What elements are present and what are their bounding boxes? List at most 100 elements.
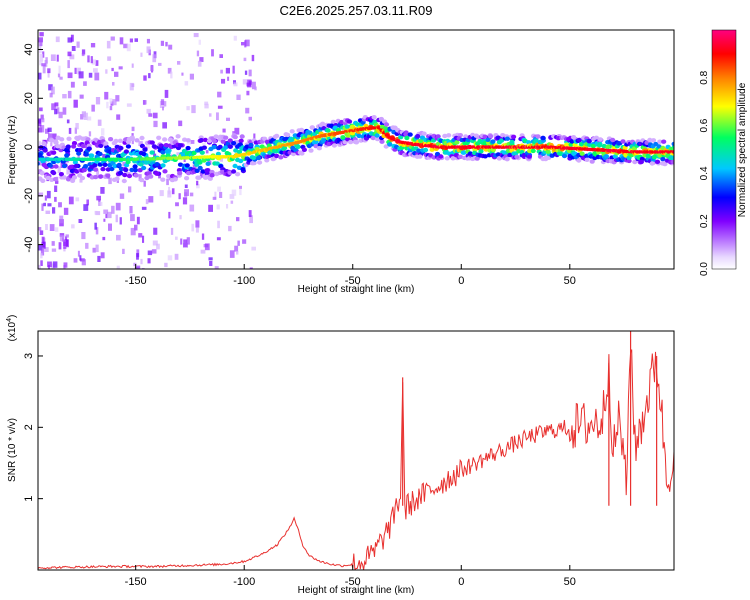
spectrogram-band-cell	[482, 134, 488, 139]
spectrogram-noise-cell	[164, 89, 169, 98]
spectrogram-noise-cell	[77, 154, 80, 160]
spectrogram-noise-cell	[219, 54, 223, 58]
spectrogram-band-cell	[654, 159, 661, 164]
spectrogram-band-cell	[474, 156, 480, 161]
spectrogram-band-cell	[76, 151, 82, 156]
spectrogram-noise-cell	[231, 189, 237, 196]
spectrogram-noise-cell	[171, 188, 175, 195]
spectrogram-noise-cell	[234, 140, 240, 145]
spectrogram-band-cell	[191, 150, 197, 156]
spectrogram-noise-cell	[248, 116, 252, 121]
spectrogram-band-cell	[134, 138, 140, 143]
spectrogram-band-cell	[117, 138, 123, 143]
spectrogram-noise-cell	[88, 72, 93, 78]
spectrogram-noise-cell	[39, 50, 42, 54]
spectrogram-noise-cell	[111, 205, 115, 214]
spectrogram-band-cell	[545, 149, 551, 154]
snr-line-group	[38, 331, 674, 570]
spectrogram-band-cell	[232, 163, 238, 169]
spectrogram-noise-cell	[115, 202, 121, 211]
spectrogram-band-cell	[53, 164, 59, 169]
colorbar-tick-label: 0.0	[699, 262, 710, 276]
spectrogram-noise-cell	[244, 70, 248, 75]
spectrogram-noise-cell	[42, 241, 46, 249]
spectrogram-band-cell	[185, 138, 191, 143]
spectrogram-band-cell	[211, 144, 217, 150]
spectrogram-band-cell	[301, 147, 307, 152]
spectrogram-noise-cell	[191, 105, 196, 114]
spectrogram-band-cell	[83, 152, 90, 157]
spectrogram-noise-cell	[56, 54, 59, 62]
spectrogram-noise-cell	[105, 213, 108, 219]
spectrogram-noise-cell	[189, 192, 194, 197]
spectrogram-noise-cell	[196, 184, 200, 189]
spectrogram-noise-cell	[216, 237, 221, 241]
spectrogram-band-cell	[166, 174, 172, 179]
spectrogram-band-cell	[264, 158, 270, 163]
spectrogram-band-cell	[141, 151, 147, 157]
spectrogram-noise-cell	[152, 54, 157, 63]
spectrogram-band-cell	[278, 155, 284, 160]
spectrogram-noise-cell	[39, 60, 43, 66]
spectrogram-noise-cell	[168, 186, 171, 195]
spectrogram-noise-cell	[152, 112, 158, 119]
spectrogram-noise-cell	[97, 119, 102, 126]
spectrogram-noise-cell	[136, 253, 139, 260]
spectrogram-noise-cell	[190, 140, 195, 144]
spectrogram-band-cell	[58, 172, 64, 177]
spectrogram-noise-cell	[62, 107, 67, 115]
spectrogram-band-cell	[66, 136, 72, 141]
spectrogram-band-cell	[251, 155, 257, 160]
spectrogram-band-cell	[129, 136, 135, 141]
spectrogram-noise-cell	[134, 267, 140, 269]
spectrogram-noise-cell	[85, 242, 89, 249]
spectrogram-band-cell	[605, 144, 611, 150]
spectrogram-band-cell	[530, 148, 536, 154]
spectrogram-noise-cell	[129, 38, 133, 43]
spectrogram-noise-cell	[116, 265, 120, 269]
spectrogram-noise-cell	[217, 220, 220, 229]
spectrogram-noise-cell	[197, 60, 202, 67]
spectrogram-noise-cell	[47, 70, 50, 78]
spectrogram-band-cell	[295, 144, 301, 149]
spectrogram-noise-cell	[160, 40, 164, 46]
spectrogram-band-cell	[198, 138, 204, 143]
spectrogram-noise-cell	[44, 247, 49, 252]
snr-line	[38, 349, 674, 570]
spectrogram-band-cell	[331, 143, 337, 148]
spectrogram-noise-cell	[49, 224, 55, 231]
spectrogram-noise-cell	[217, 186, 221, 192]
spectrogram-band-cell	[374, 133, 380, 138]
spectrogram-band-cell	[348, 139, 354, 145]
spectrogram-band-cell	[656, 144, 662, 149]
spectrogram-band-cell	[504, 157, 510, 162]
spectrogram-noise-cell	[51, 248, 57, 252]
spectrogram-noise-cell	[182, 197, 188, 205]
spectrogram-noise-cell	[170, 227, 174, 235]
spectrogram-band-cell	[215, 151, 221, 157]
spectrogram-band-cell	[330, 119, 336, 125]
spectrogram-band-cell	[213, 134, 219, 139]
spectrogram-noise-cell	[130, 214, 135, 222]
spectrogram-noise-cell	[38, 37, 43, 43]
spectrogram-band-cell	[40, 178, 46, 183]
spectrogram-band-cell	[180, 152, 186, 157]
spectrogram-band-cell	[125, 144, 131, 149]
spectrogram-noise-cell	[233, 80, 236, 85]
spectrogram-noise-cell	[146, 38, 150, 44]
spectrogram-band-cell	[142, 147, 148, 152]
spectrogram-band-cell	[61, 175, 67, 180]
spectrogram-noise-cell	[209, 113, 212, 117]
bottom-x-axis: -150 -100 -50 0 50	[125, 565, 576, 588]
spectrogram-noise-cell	[40, 253, 43, 259]
spectrogram-noise-cell	[242, 79, 247, 85]
spectrogram-noise-cell	[104, 91, 109, 100]
spectrogram-noise-cell	[103, 218, 106, 222]
spectrogram-band-cell	[86, 146, 92, 151]
spectrogram-noise-cell	[76, 41, 80, 48]
spectrogram-band-cell	[297, 150, 303, 155]
spectrogram-band-cell	[353, 140, 360, 145]
spectrogram-noise-cell	[152, 240, 158, 246]
spectrogram-band-cell	[51, 150, 57, 155]
spectrogram-band-cell	[205, 161, 211, 166]
